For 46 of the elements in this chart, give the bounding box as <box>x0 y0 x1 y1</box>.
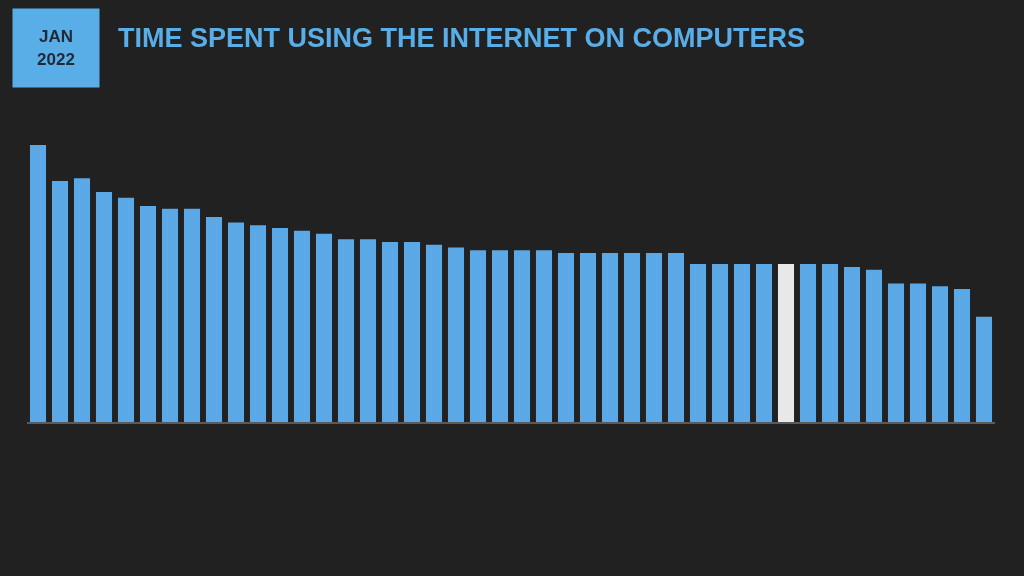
bar <box>51 181 69 422</box>
chart-title: TIME SPENT USING THE INTERNET ON COMPUTERS <box>118 23 806 54</box>
bar <box>491 250 509 422</box>
bar <box>953 289 971 422</box>
bar <box>799 264 817 422</box>
bar <box>667 253 685 422</box>
bar <box>249 225 267 422</box>
bar <box>271 228 289 422</box>
bar <box>579 253 597 422</box>
bar <box>601 253 619 422</box>
bar <box>535 250 553 422</box>
bar <box>425 244 443 422</box>
bar <box>381 241 399 422</box>
bar <box>711 264 729 422</box>
bar <box>645 253 663 422</box>
bar <box>513 250 531 422</box>
bar <box>689 264 707 422</box>
bar <box>227 222 245 422</box>
bar <box>205 217 223 422</box>
bar <box>931 286 949 422</box>
bar <box>315 233 333 422</box>
bar <box>623 253 641 422</box>
bar <box>139 205 157 422</box>
bar <box>117 197 135 422</box>
text: JAN 2022 <box>37 27 75 69</box>
bar <box>359 239 377 422</box>
bar <box>73 178 91 422</box>
bar <box>29 145 47 422</box>
bar <box>469 250 487 422</box>
bar <box>975 316 993 422</box>
bar <box>909 283 927 422</box>
bar <box>183 208 201 422</box>
bar <box>447 247 465 422</box>
bar <box>161 208 179 422</box>
bar <box>821 264 839 422</box>
bar <box>337 239 355 422</box>
bar <box>887 283 905 422</box>
bar <box>557 253 575 422</box>
bar <box>843 266 861 422</box>
bar <box>733 264 751 422</box>
bar <box>865 269 883 422</box>
bar <box>293 230 311 422</box>
bar <box>777 264 795 422</box>
bar <box>403 241 421 422</box>
bar <box>95 192 113 422</box>
bar <box>755 264 773 422</box>
